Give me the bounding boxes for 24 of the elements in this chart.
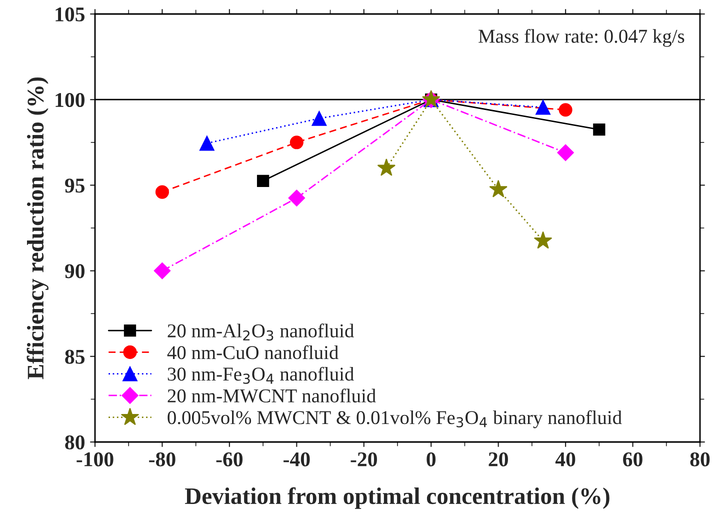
x-tick-label: -40 [284,452,310,466]
x-tick-label: -100 [76,452,114,466]
legend-label: 40 nm-CuO nanofluid [167,345,338,360]
y-axis-title: Efficiency reduction ratio (%) [26,77,48,380]
legend-label: 0.005vol% MWCNT & 0.01vol% Fe$_{3}$O$_{4}$ binary nanofluid [168,410,622,428]
x-axis-title: Deviation from optimal concentration (%) [185,487,610,509]
legend-label: 30 nm-Fe$_{3}$O$_{4}$ nanofluid [168,366,354,384]
y-tick-label: 95 [65,178,85,193]
x-tick-label: 40 [555,452,576,466]
annotation: Mass flow rate: 0.047 kg/s [478,28,684,47]
x-tick-label: 80 [690,452,710,466]
x-tick-label: -80 [149,452,176,466]
y-tick-label: 80 [65,435,84,450]
y-tick-label: 85 [65,350,85,364]
y-tick-label: 100 [56,92,84,108]
x-tick-label: -20 [350,452,377,466]
x-tick-label: 60 [623,452,642,466]
x-tick-label: -60 [216,452,243,466]
y-tick-label: 105 [56,7,85,22]
y-tick-label: 90 [65,264,84,278]
x-tick-label: 0 [426,452,436,466]
legend-label: 20 nm-MWCNT nanofluid [168,388,376,403]
legend-label: 20 nm-Al$_{2}$O$_{3}$ nanofluid [168,324,354,341]
x-tick-label: 20 [488,452,508,466]
